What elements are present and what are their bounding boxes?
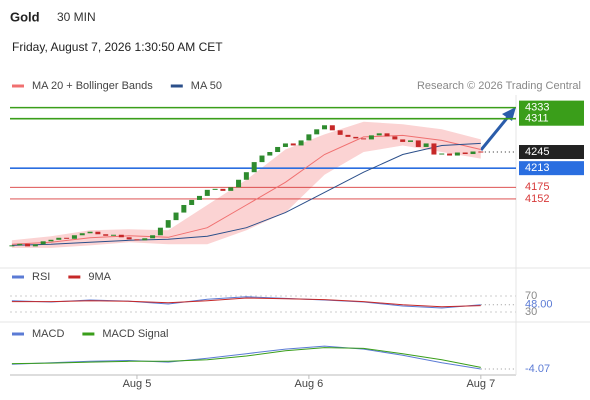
candle — [415, 140, 421, 147]
candle — [212, 188, 218, 190]
current-label: 48.00 — [525, 299, 553, 311]
candle — [439, 153, 445, 155]
candle — [447, 153, 453, 156]
candle — [220, 188, 226, 191]
copyright: Research © 2026 Trading Central — [417, 80, 581, 92]
level-box — [519, 100, 584, 115]
candle — [251, 162, 257, 173]
candle — [204, 189, 210, 196]
forecast-arrow — [479, 107, 516, 151]
candle — [111, 234, 117, 236]
candle — [322, 125, 328, 130]
candle — [290, 143, 296, 146]
bollinger-band — [11, 121, 481, 248]
candle — [64, 237, 70, 239]
candle — [345, 134, 351, 137]
candle — [353, 136, 359, 139]
indicator-line — [11, 345, 481, 370]
candle — [189, 199, 195, 205]
candle — [228, 187, 234, 191]
moving-average — [11, 134, 481, 245]
candle — [196, 195, 202, 200]
candle — [400, 139, 406, 142]
candle — [95, 231, 101, 235]
x-tick-label: Aug 6 — [295, 378, 324, 390]
candle — [9, 245, 15, 247]
indicator-line — [11, 297, 481, 308]
interval: 30 MIN — [57, 10, 96, 24]
level-label: 4175 — [525, 181, 549, 193]
level-box — [519, 145, 584, 160]
candle — [267, 152, 273, 156]
legend-label: MA 50 — [191, 80, 222, 92]
candle — [376, 133, 382, 136]
indicator-line — [11, 347, 481, 368]
level-label: 4213 — [525, 162, 549, 174]
moving-average — [11, 142, 481, 246]
candle — [40, 241, 46, 245]
candle — [275, 146, 281, 153]
candle — [134, 239, 140, 241]
candle — [17, 243, 23, 246]
candle — [87, 231, 93, 234]
legend-label: 9MA — [88, 271, 111, 283]
legend-label: MA 20 + Bollinger Bands — [32, 80, 153, 92]
candle — [165, 220, 171, 228]
candle — [126, 237, 132, 240]
candle — [306, 134, 312, 141]
candle — [71, 235, 77, 239]
candle — [407, 140, 413, 142]
legend-label: MACD Signal — [102, 328, 168, 340]
candle — [384, 133, 390, 137]
level-label: 4152 — [525, 193, 549, 205]
y-tick-label: 70 — [525, 290, 537, 302]
candle — [79, 233, 85, 236]
level-label: 4333 — [525, 102, 549, 114]
y-tick-label: 30 — [525, 306, 537, 318]
x-tick-label: Aug 7 — [466, 378, 495, 390]
candle — [431, 143, 437, 155]
datetime: Friday, August 7, 2026 1:30:50 AM CET — [12, 40, 223, 54]
level-label: 4311 — [525, 113, 549, 125]
candle — [282, 143, 288, 147]
level-box — [519, 111, 584, 126]
candle — [236, 179, 242, 188]
candle — [423, 143, 429, 147]
candle — [157, 227, 163, 236]
candle — [48, 239, 54, 242]
candle — [243, 172, 249, 180]
candle — [118, 234, 124, 238]
candle — [454, 152, 460, 156]
candle — [25, 243, 31, 247]
candle — [142, 238, 148, 241]
legend-label: MACD — [32, 328, 64, 340]
candle — [103, 234, 109, 236]
level-box — [519, 161, 584, 176]
current-label: -4.07 — [525, 363, 550, 375]
candle — [298, 140, 304, 146]
legend-label: RSI — [32, 271, 50, 283]
candle — [56, 237, 62, 240]
candle — [478, 151, 484, 153]
candle — [314, 129, 320, 135]
x-tick-label: Aug 5 — [123, 378, 152, 390]
candle — [392, 136, 398, 140]
candle — [462, 152, 468, 155]
candle — [259, 155, 265, 163]
candle — [150, 235, 156, 239]
candle — [361, 138, 367, 140]
level-label: 4245 — [525, 146, 549, 158]
indicator-line — [11, 296, 481, 309]
candle — [470, 151, 476, 155]
candle — [368, 135, 374, 140]
candle — [181, 204, 187, 213]
candle — [173, 212, 179, 221]
candle — [337, 130, 343, 135]
candle — [329, 125, 335, 131]
title: Gold — [10, 9, 40, 24]
candle — [32, 244, 38, 247]
